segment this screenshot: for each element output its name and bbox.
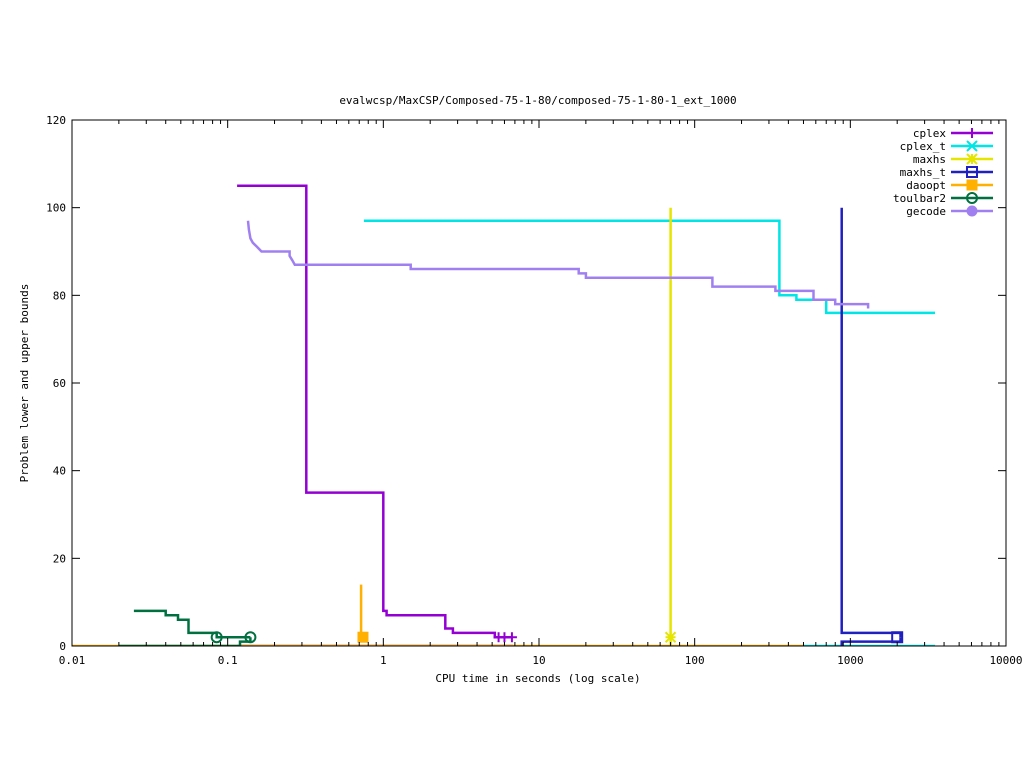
series-toulbar2	[118, 609, 257, 646]
series-cplex-t-upper-line	[363, 219, 935, 315]
series-gecode-upper-line	[246, 220, 870, 309]
legend-item-cplex: cplex	[913, 127, 993, 140]
series-maxhs-t-upper-line	[840, 207, 902, 638]
legend: cplexcplex_tmaxhsmaxhs_tdaoopttoulbar2ge…	[893, 127, 993, 218]
legend-marker-shape	[966, 205, 978, 217]
legend-marker	[966, 179, 978, 191]
y-tick-label: 60	[53, 377, 66, 390]
legend-item-daoopt: daoopt	[906, 179, 993, 192]
legend-marker	[967, 128, 977, 138]
legend-item-maxhs: maxhs	[913, 153, 993, 166]
x-tick-label: 10000	[989, 654, 1022, 667]
legend-marker-stroke	[966, 153, 978, 165]
x-axis-label: CPU time in seconds (log scale)	[435, 672, 640, 685]
y-tick-label: 40	[53, 465, 66, 478]
legend-marker	[966, 192, 978, 204]
series-toulbar2-lower-line	[118, 637, 252, 646]
x-tick-label: 1000	[837, 654, 864, 667]
legend-marker	[966, 153, 978, 165]
legend-label: gecode	[906, 205, 946, 218]
x-tick-label: 100	[685, 654, 705, 667]
x-tick-label: 0.01	[59, 654, 86, 667]
series-daoopt-point	[357, 631, 369, 643]
legend-marker	[966, 140, 978, 152]
legend-marker-shape	[966, 192, 978, 204]
legend-item-gecode: gecode	[906, 205, 993, 218]
series-daoopt-point-shape	[357, 631, 369, 643]
chart-title: evalwcsp/MaxCSP/Composed-75-1-80/compose…	[339, 94, 736, 107]
series-cplex-t	[363, 219, 935, 646]
series-maxhs-point	[664, 631, 677, 643]
legend-label: maxhs_t	[900, 166, 946, 179]
legend-label: cplex	[913, 127, 946, 140]
legend-marker-shape	[966, 179, 978, 191]
y-tick-label: 20	[53, 552, 66, 565]
legend-marker-stroke	[966, 140, 978, 152]
series-toulbar2-point	[244, 631, 257, 644]
legend-label: daoopt	[906, 179, 946, 192]
legend-item-maxhs-t: maxhs_t	[900, 166, 993, 179]
legend-marker	[966, 166, 978, 178]
series-maxhs-t-lower-line	[840, 637, 902, 646]
series-toulbar2-point-shape	[244, 631, 257, 644]
y-tick-label: 80	[53, 289, 66, 302]
legend-item-cplex-t: cplex_t	[900, 140, 993, 153]
x-tick-label: 0.1	[218, 654, 238, 667]
series-daoopt	[72, 584, 804, 646]
legend-marker-shape	[966, 166, 978, 178]
x-axis: 0.01 0.1 1 10 100 1000 10000	[59, 120, 1023, 667]
y-axis: 0 20 40 60 80 100 120	[46, 114, 1006, 653]
legend-label: maxhs	[913, 153, 946, 166]
series-cplex-upper-line	[237, 184, 513, 639]
legend-label: toulbar2	[893, 192, 946, 205]
series-gecode	[246, 220, 870, 309]
legend-marker	[966, 205, 978, 217]
legend-label: cplex_t	[900, 140, 946, 153]
y-tick-label: 120	[46, 114, 66, 127]
series-toulbar2-upper-line	[133, 609, 251, 639]
x-tick-label: 10	[532, 654, 545, 667]
series-toulbar2-point	[210, 631, 223, 644]
plot-area	[72, 184, 935, 646]
y-axis-label: Problem lower and upper bounds	[18, 284, 31, 483]
series-cplex	[237, 184, 517, 646]
series-maxhs	[664, 207, 677, 646]
series-maxhs-t	[840, 207, 904, 646]
y-tick-label: 100	[46, 202, 66, 215]
y-tick-label: 0	[59, 640, 66, 653]
x-tick-label: 1	[380, 654, 387, 667]
series-toulbar2-point-shape	[210, 631, 223, 644]
series-cplex-point	[506, 632, 517, 643]
series-maxhs-point-stroke	[664, 631, 677, 643]
legend-item-toulbar2: toulbar2	[893, 192, 993, 205]
